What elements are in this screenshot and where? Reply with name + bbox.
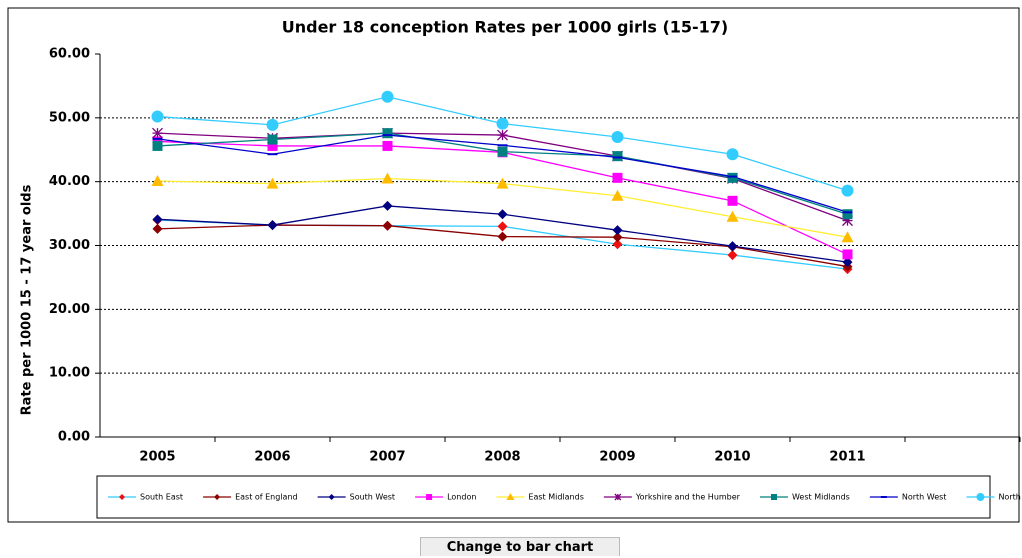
marker xyxy=(841,231,854,243)
x-tick-label: 2010 xyxy=(714,450,750,465)
marker xyxy=(267,134,278,145)
x-tick-label: 2007 xyxy=(369,450,405,465)
legend-label: East of England xyxy=(235,493,298,502)
marker xyxy=(152,223,163,234)
y-tick-label: 30.00 xyxy=(49,238,90,253)
marker xyxy=(842,249,853,260)
marker xyxy=(842,209,853,220)
marker xyxy=(267,220,278,231)
legend-label: North West xyxy=(902,493,947,502)
chart: Under 18 conception Rates per 1000 girls… xyxy=(7,7,1022,523)
x-tick-label: 2011 xyxy=(829,450,865,465)
marker xyxy=(382,200,393,211)
marker xyxy=(612,232,623,243)
marker xyxy=(727,172,738,183)
legend-marker xyxy=(214,494,221,500)
marker xyxy=(266,177,279,189)
marker xyxy=(497,209,508,220)
marker xyxy=(496,117,509,130)
marker xyxy=(382,140,393,151)
legend-label: North East xyxy=(998,493,1022,502)
marker xyxy=(381,90,394,103)
marker xyxy=(727,250,738,261)
marker xyxy=(497,221,508,232)
marker xyxy=(151,110,164,123)
marker xyxy=(612,239,623,250)
legend-label: South East xyxy=(140,493,183,502)
x-tick-label: 2009 xyxy=(599,450,635,465)
y-axis-label: Rate per 1000 15 - 17 year olds xyxy=(20,184,35,415)
y-tick-label: 0.00 xyxy=(58,430,90,445)
y-tick-label: 40.00 xyxy=(49,174,90,189)
marker xyxy=(611,189,624,201)
marker xyxy=(612,151,623,162)
marker xyxy=(497,129,508,141)
marker xyxy=(496,177,509,189)
legend-box xyxy=(96,475,991,519)
marker xyxy=(611,130,624,143)
legend-marker xyxy=(119,494,125,500)
marker xyxy=(727,241,738,252)
marker xyxy=(382,220,393,231)
marker xyxy=(612,172,623,183)
x-tick-label: 2005 xyxy=(139,450,175,465)
y-tick-label: 60.00 xyxy=(49,47,90,62)
marker xyxy=(497,231,508,242)
legend-label: East Midlands xyxy=(528,493,583,502)
legend-marker xyxy=(426,494,433,500)
marker xyxy=(842,257,853,268)
marker xyxy=(612,225,623,236)
x-tick-label: 2006 xyxy=(254,450,290,465)
legend-label: South West xyxy=(350,493,395,502)
change-chart-button[interactable]: Change to bar chart xyxy=(420,537,620,556)
chart-frame xyxy=(7,7,1020,523)
y-tick-label: 10.00 xyxy=(49,366,90,381)
marker xyxy=(842,215,853,227)
marker xyxy=(151,175,164,187)
marker xyxy=(841,184,854,197)
legend-marker xyxy=(976,493,985,501)
marker xyxy=(726,210,739,222)
legend-marker xyxy=(506,493,515,500)
marker xyxy=(497,146,508,157)
marker xyxy=(726,148,739,161)
y-tick-label: 50.00 xyxy=(49,110,90,125)
marker xyxy=(152,140,163,151)
legend-marker xyxy=(614,493,622,501)
marker xyxy=(266,118,279,131)
chart-title: Under 18 conception Rates per 1000 girls… xyxy=(282,18,729,37)
legend-label: West Midlands xyxy=(792,493,850,502)
marker xyxy=(381,172,394,184)
legend-marker xyxy=(328,494,335,500)
marker xyxy=(267,140,278,151)
marker xyxy=(152,127,163,139)
marker xyxy=(727,195,738,206)
y-tick-label: 20.00 xyxy=(49,302,90,317)
legend-label: London xyxy=(447,493,476,502)
marker xyxy=(152,214,163,225)
x-tick-label: 2008 xyxy=(484,450,520,465)
legend-label: Yorkshire and the Humber xyxy=(635,493,741,502)
marker xyxy=(382,128,393,139)
legend-marker xyxy=(770,494,777,500)
